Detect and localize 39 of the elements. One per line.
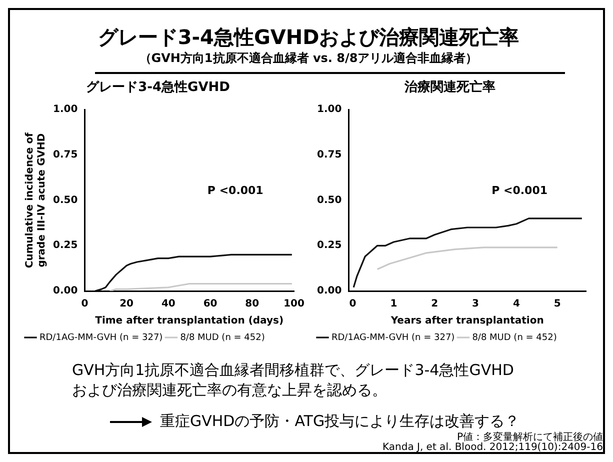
chart-title: 治療関連死亡率 xyxy=(404,79,496,96)
x-axis-title: Time after transplantation (days) xyxy=(95,316,284,327)
x-tick-label: 40 xyxy=(161,298,176,310)
y-tick-label: 1.00 xyxy=(52,104,78,116)
y-tick-label: 0.50 xyxy=(316,194,342,206)
y-axis-title: Cumulative incidence of grade III-IV acute GVHD xyxy=(24,132,48,268)
x-tick-label: 0 xyxy=(81,298,88,310)
annotation: P <0.001 xyxy=(207,184,264,198)
x-tick-label: 20 xyxy=(120,298,134,310)
x-tick-label: 80 xyxy=(245,298,260,310)
y-tick-label: 0.00 xyxy=(52,286,78,297)
text: 重症GVHDの予防・ATG投与により生存は改善する？ xyxy=(160,412,520,431)
x-axis-title: Years after transplantation xyxy=(390,316,544,327)
y-tick-label: 0.75 xyxy=(316,150,342,161)
x-tick-label: 60 xyxy=(203,298,218,310)
x-tick-label: 4 xyxy=(512,298,520,310)
legend-label: RD/1AG-MM-GVH (n = 327) xyxy=(40,332,163,343)
y-tick-label: 1.00 xyxy=(316,104,342,116)
y-tick-label: 0.50 xyxy=(52,194,78,206)
y-tick-label: 0.00 xyxy=(316,286,342,297)
x-tick-label: 2 xyxy=(431,298,438,310)
x-tick-label: 0 xyxy=(349,298,356,310)
text: GVH方向1抗原不適合血縁者間移植群で、グレード3-4急性GVHDおよび治療関連死亡率の有意な上昇を認める。 xyxy=(72,360,515,400)
x-tick-label: 100 xyxy=(284,298,304,310)
chart-title: グレード3-4急性GVHD xyxy=(86,80,230,96)
annotation: P <0.001 xyxy=(492,184,548,198)
text: グレード3-4急性GVHDおよび治療関連死亡率 xyxy=(96,24,520,51)
x-tick-label: 1 xyxy=(390,298,398,310)
legend-label: 8/8 MUD (n = 452) xyxy=(472,332,557,343)
text: Kanda J, et al. Blood. 2012;119(10):2409-16 xyxy=(382,442,603,453)
y-tick-label: 0.25 xyxy=(316,240,342,252)
y-tick-label: 0.75 xyxy=(52,150,78,161)
legend-label: RD/1AG-MM-GVH (n = 327) xyxy=(332,332,455,343)
text: P値：多変量解析にて補正後の値 xyxy=(456,430,603,443)
y-tick-label: 0.25 xyxy=(52,240,78,252)
x-tick-label: 3 xyxy=(472,298,480,310)
x-tick-label: 5 xyxy=(554,298,561,310)
legend-label: 8/8 MUD (n = 452) xyxy=(180,332,265,343)
text: （GVH方向1抗原不適合血縁者 vs. 8/8アリル適合非血縁者） xyxy=(138,50,479,67)
